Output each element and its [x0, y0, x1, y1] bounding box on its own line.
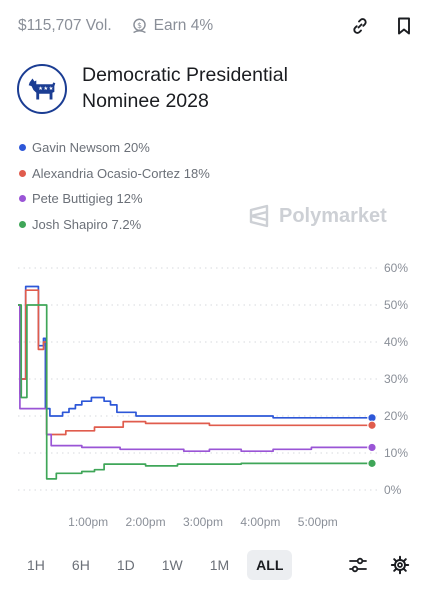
gear-icon[interactable] — [389, 554, 411, 576]
polymarket-logo-icon — [249, 204, 269, 228]
x-tick-label: 1:00pm — [68, 515, 108, 529]
y-tick-label: 30% — [384, 372, 408, 386]
timeframe-1w[interactable]: 1W — [161, 557, 183, 573]
series-line — [18, 289, 372, 436]
earn-text: Earn 4% — [153, 17, 214, 34]
series-line — [18, 285, 372, 419]
chart-legend: Gavin Newsom 20% Alexandria Ocasio-Corte… — [19, 138, 210, 240]
series-line — [18, 304, 372, 480]
timeframe-all[interactable]: ALL — [247, 550, 293, 580]
legend-item: Pete Buttigieg 12% — [19, 189, 210, 209]
earn-badge[interactable]: $ Earn 4% — [131, 17, 213, 35]
legend-label: Pete Buttigieg 12% — [32, 191, 143, 207]
legend-dot — [19, 220, 26, 228]
link-icon[interactable] — [349, 15, 371, 37]
sliders-icon[interactable] — [347, 554, 369, 576]
x-tick-label: 3:00pm — [183, 515, 223, 529]
series-end-dot — [367, 458, 377, 469]
series-line — [18, 304, 372, 453]
legend-label: Alexandria Ocasio-Cortez 18% — [32, 165, 210, 181]
series-end-dot — [367, 420, 377, 431]
timeframe-1m[interactable]: 1M — [209, 557, 230, 573]
y-tick-label: 60% — [384, 261, 408, 275]
y-tick-label: 0% — [384, 483, 402, 497]
market-stats-bar: $115,707 Vol. $ Earn 4% — [18, 14, 415, 38]
y-tick-label: 20% — [384, 409, 408, 423]
timeframe-bar: 1H 6H 1D 1W 1M ALL — [18, 548, 411, 582]
volume-text: $115,707 Vol. — [18, 17, 112, 34]
legend-item: Josh Shapiro 7.2% — [19, 215, 210, 235]
timeframe-1d[interactable]: 1D — [116, 557, 135, 573]
polymarket-watermark: Polymarket — [248, 204, 387, 228]
x-tick-label: 5:00pm — [298, 515, 338, 529]
legend-label: Josh Shapiro 7.2% — [32, 216, 142, 232]
legend-item: Gavin Newsom 20% — [19, 138, 210, 158]
timeframe-1h[interactable]: 1H — [27, 557, 45, 573]
market-header: Democratic Presidential Nominee 2028 — [17, 62, 342, 114]
price-chart[interactable]: 60% 50% 40% 30% 20% 10% 0% 1:00pm 2:00pm 3:00pm 4:… — [0, 255, 433, 545]
series-end-dot — [367, 442, 377, 453]
y-tick-label: 10% — [384, 446, 408, 460]
timeframe-6h[interactable]: 6H — [71, 557, 90, 573]
legend-dot — [19, 195, 26, 203]
x-tick-label: 2:00pm — [126, 515, 166, 529]
y-tick-label: 50% — [384, 298, 408, 312]
legend-item: Alexandria Ocasio-Cortez 18% — [19, 164, 210, 184]
svg-text:$: $ — [137, 20, 142, 29]
earn-icon: $ — [132, 18, 146, 33]
y-tick-label: 40% — [384, 335, 408, 349]
legend-dot — [19, 169, 26, 177]
x-tick-label: 4:00pm — [240, 515, 280, 529]
bookmark-icon[interactable] — [393, 15, 415, 37]
watermark-text: Polymarket — [279, 204, 387, 227]
legend-label: Gavin Newsom 20% — [32, 140, 150, 156]
legend-dot — [19, 144, 26, 152]
donkey-logo-icon — [17, 64, 67, 114]
market-title: Democratic Presidential Nominee 2028 — [82, 64, 288, 112]
